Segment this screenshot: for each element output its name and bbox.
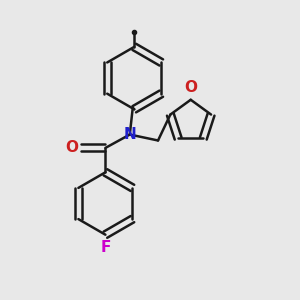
Text: O: O: [184, 80, 197, 95]
Text: O: O: [65, 140, 78, 155]
Text: N: N: [123, 127, 136, 142]
Text: F: F: [100, 240, 111, 255]
